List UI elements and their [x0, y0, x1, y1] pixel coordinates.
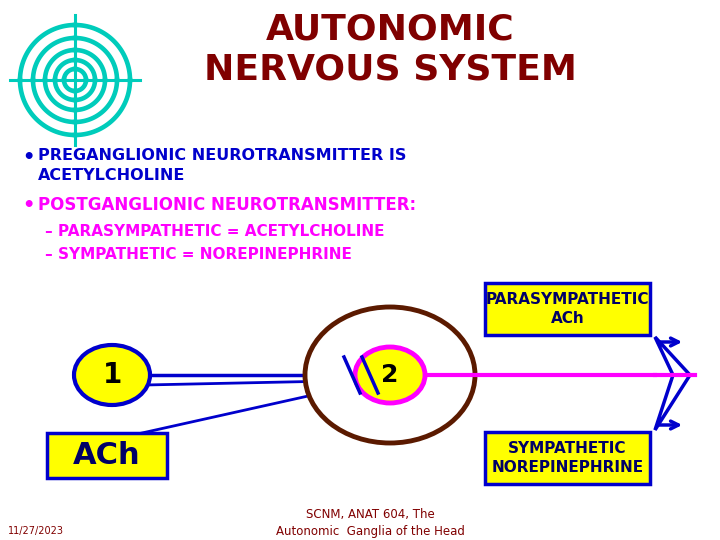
Text: SYMPATHETIC
NOREPINEPHRINE: SYMPATHETIC NOREPINEPHRINE	[492, 441, 644, 475]
Ellipse shape	[355, 347, 425, 403]
Text: PARASYMPATHETIC
ACh: PARASYMPATHETIC ACh	[486, 292, 649, 326]
Text: •: •	[22, 148, 35, 167]
Ellipse shape	[305, 307, 475, 443]
Ellipse shape	[74, 345, 150, 405]
FancyBboxPatch shape	[47, 433, 167, 478]
Polygon shape	[655, 337, 690, 430]
FancyBboxPatch shape	[485, 432, 650, 484]
Text: ACh: ACh	[73, 441, 141, 470]
Text: NERVOUS SYSTEM: NERVOUS SYSTEM	[204, 52, 577, 86]
Text: SCNM, ANAT 604, The
Autonomic  Ganglia of the Head: SCNM, ANAT 604, The Autonomic Ganglia of…	[276, 508, 464, 537]
Text: AUTONOMIC: AUTONOMIC	[266, 12, 514, 46]
Text: – SYMPATHETIC = NOREPINEPHRINE: – SYMPATHETIC = NOREPINEPHRINE	[45, 247, 352, 262]
Text: 11/27/2023: 11/27/2023	[8, 526, 64, 536]
Text: 2: 2	[382, 363, 399, 387]
Text: PREGANGLIONIC NEUROTRANSMITTER IS
ACETYLCHOLINE: PREGANGLIONIC NEUROTRANSMITTER IS ACETYL…	[38, 148, 406, 183]
Text: – PARASYMPATHETIC = ACETYLCHOLINE: – PARASYMPATHETIC = ACETYLCHOLINE	[45, 224, 384, 239]
Text: POSTGANGLIONIC NEUROTRANSMITTER:: POSTGANGLIONIC NEUROTRANSMITTER:	[38, 196, 416, 214]
FancyBboxPatch shape	[485, 283, 650, 335]
Text: 1: 1	[102, 361, 122, 389]
Text: •: •	[22, 196, 35, 215]
